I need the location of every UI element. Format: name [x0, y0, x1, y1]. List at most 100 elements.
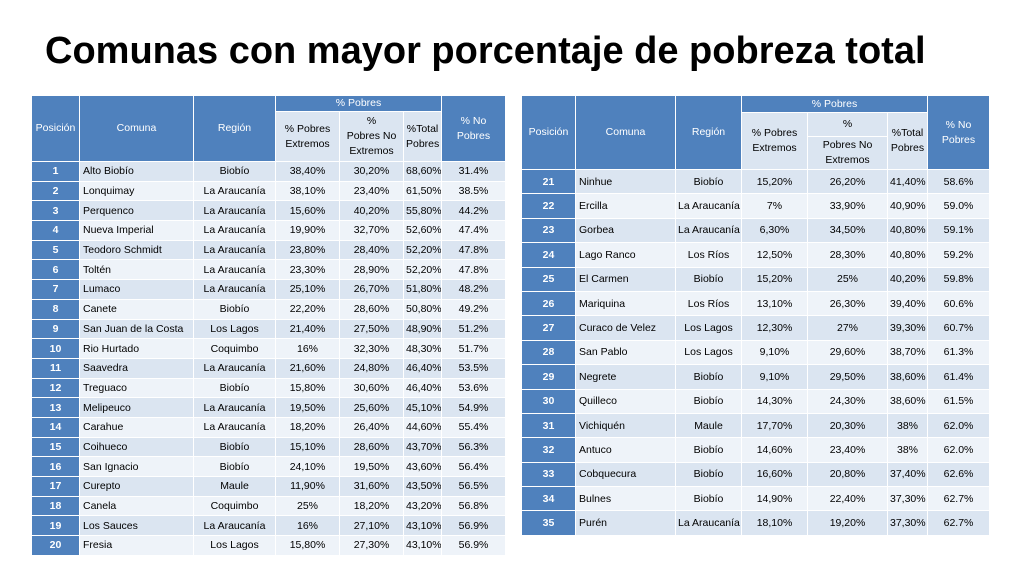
table-row: 24 Lago Ranco Los Ríos 12,50% 28,30% 40,80% 59… — [521, 242, 990, 268]
cell-extremos: 11,90% — [275, 476, 340, 497]
cell-region: La Araucanía — [193, 397, 276, 418]
cell-no-extremos: 28,30% — [807, 242, 888, 268]
cell-region: Los Ríos — [675, 290, 742, 317]
cell-posicion: 18 — [31, 495, 80, 517]
cell-no-pobres: 60.7% — [927, 315, 990, 341]
cell-region: Maule — [193, 476, 276, 497]
poverty-table-right: Posición Comuna Región % Pobres % No Pob… — [521, 95, 990, 536]
cell-total: 40,80% — [887, 217, 928, 244]
cell-no-extremos: 26,30% — [807, 290, 888, 317]
table-row: 12 Treguaco Biobío 15,80% 30,60% 46,40% 53.6% — [31, 377, 506, 399]
table-row: 19 Los Sauces La Araucanía 16% 27,10% 43,10% 5… — [31, 515, 506, 537]
cell-total: 37,30% — [887, 510, 928, 536]
cell-no-pobres: 47.8% — [441, 259, 506, 281]
cell-extremos: 22,20% — [275, 298, 340, 320]
cell-region: La Araucanía — [675, 217, 742, 244]
cell-extremos: 19,50% — [275, 397, 340, 418]
cell-comuna: Nueva Imperial — [79, 220, 194, 241]
cell-region: Los Ríos — [675, 242, 742, 268]
cell-no-pobres: 56.3% — [441, 436, 506, 458]
cell-extremos: 17,70% — [741, 412, 808, 439]
table-row: 35 Purén La Araucanía 18,10% 19,20% 37,30% 62.… — [521, 510, 990, 536]
cell-extremos: 6,30% — [741, 217, 808, 244]
cell-region: La Araucanía — [193, 416, 276, 438]
cell-no-pobres: 48.2% — [441, 279, 506, 300]
cell-comuna: Vichiquén — [575, 412, 676, 439]
cell-region: Los Lagos — [193, 318, 276, 340]
cell-posicion: 2 — [31, 180, 80, 202]
cell-comuna: Ercilla — [575, 193, 676, 219]
cell-total: 48,30% — [403, 338, 442, 359]
cell-extremos: 15,60% — [275, 200, 340, 222]
cell-no-extremos: 24,30% — [807, 388, 888, 414]
cell-no-pobres: 56.5% — [441, 476, 506, 497]
cell-no-extremos: 28,40% — [339, 239, 404, 261]
page-title: Comunas con mayor porcentaje de pobreza … — [45, 30, 926, 72]
cell-extremos: 38,40% — [275, 161, 340, 182]
cell-posicion: 17 — [31, 476, 80, 497]
cell-total: 40,80% — [887, 242, 928, 268]
cell-no-pobres: 61.5% — [927, 388, 990, 414]
cell-comuna: Lumaco — [79, 279, 194, 300]
cell-region: Biobío — [675, 168, 742, 195]
cell-no-pobres: 62.6% — [927, 461, 990, 488]
cell-no-pobres: 47.8% — [441, 239, 506, 261]
cell-no-extremos: 23,40% — [339, 180, 404, 202]
cell-total: 43,10% — [403, 515, 442, 537]
table-row: 21 Ninhue Biobío 15,20% 26,20% 41,40% 58.6% — [521, 168, 990, 195]
cell-region: La Araucanía — [193, 515, 276, 537]
cell-total: 37,40% — [887, 461, 928, 488]
cell-total: 43,60% — [403, 456, 442, 477]
cell-no-pobres: 51.2% — [441, 318, 506, 340]
table-row: 1 Alto Biobío Biobío 38,40% 30,20% 68,60% 31.4… — [31, 161, 506, 182]
cell-no-pobres: 59.2% — [927, 242, 990, 268]
cell-no-pobres: 60.6% — [927, 290, 990, 317]
cell-extremos: 9,10% — [741, 339, 808, 366]
cell-extremos: 15,20% — [741, 168, 808, 195]
cell-no-extremos: 22,40% — [807, 486, 888, 512]
cell-no-extremos: 18,20% — [339, 495, 404, 517]
cell-posicion: 8 — [31, 298, 80, 320]
cell-posicion: 22 — [521, 193, 576, 219]
table-row: 25 El Carmen Biobío 15,20% 25% 40,20% 59.8% — [521, 266, 990, 292]
cell-total: 50,80% — [403, 298, 442, 320]
cell-region: Biobío — [675, 266, 742, 292]
cell-no-extremos: 26,40% — [339, 416, 404, 438]
cell-posicion: 5 — [31, 239, 80, 261]
cell-comuna: Treguaco — [79, 377, 194, 399]
cell-extremos: 13,10% — [741, 290, 808, 317]
table-row: 18 Canela Coquimbo 25% 18,20% 43,20% 56.8% — [31, 495, 506, 517]
cell-posicion: 25 — [521, 266, 576, 292]
cell-total: 43,50% — [403, 476, 442, 497]
cell-total: 39,40% — [887, 290, 928, 317]
cell-extremos: 15,10% — [275, 436, 340, 458]
cell-comuna: Perquenco — [79, 200, 194, 222]
cell-no-extremos: 33,90% — [807, 193, 888, 219]
cell-total: 48,90% — [403, 318, 442, 340]
cell-posicion: 20 — [31, 535, 80, 556]
cell-extremos: 15,80% — [275, 377, 340, 399]
cell-posicion: 4 — [31, 220, 80, 241]
cell-region: Biobío — [193, 456, 276, 477]
cell-comuna: Canete — [79, 298, 194, 320]
cell-comuna: Coihueco — [79, 436, 194, 458]
table-row: 10 Rio Hurtado Coquimbo 16% 32,30% 48,30% 51.7… — [31, 338, 506, 359]
header-total: %Total Pobres — [403, 111, 442, 162]
cell-no-extremos: 24,80% — [339, 357, 404, 379]
header-no-pobres: % No Pobres — [441, 95, 506, 162]
cell-no-pobres: 55.4% — [441, 416, 506, 438]
cell-total: 39,30% — [887, 315, 928, 341]
cell-no-pobres: 61.3% — [927, 339, 990, 366]
cell-region: Biobío — [675, 486, 742, 512]
table-row: 5 Teodoro Schmidt La Araucanía 23,80% 28,40%… — [31, 239, 506, 261]
cell-posicion: 21 — [521, 168, 576, 195]
cell-no-pobres: 53.6% — [441, 377, 506, 399]
table-row: 13 Melipeuco La Araucanía 19,50% 25,60% 45,10… — [31, 397, 506, 418]
cell-posicion: 11 — [31, 357, 80, 379]
cell-no-pobres: 31.4% — [441, 161, 506, 182]
cell-no-extremos: 27% — [807, 315, 888, 341]
cell-total: 40,90% — [887, 193, 928, 219]
cell-no-pobres: 62.7% — [927, 486, 990, 512]
cell-no-pobres: 47.4% — [441, 220, 506, 241]
cell-posicion: 9 — [31, 318, 80, 340]
